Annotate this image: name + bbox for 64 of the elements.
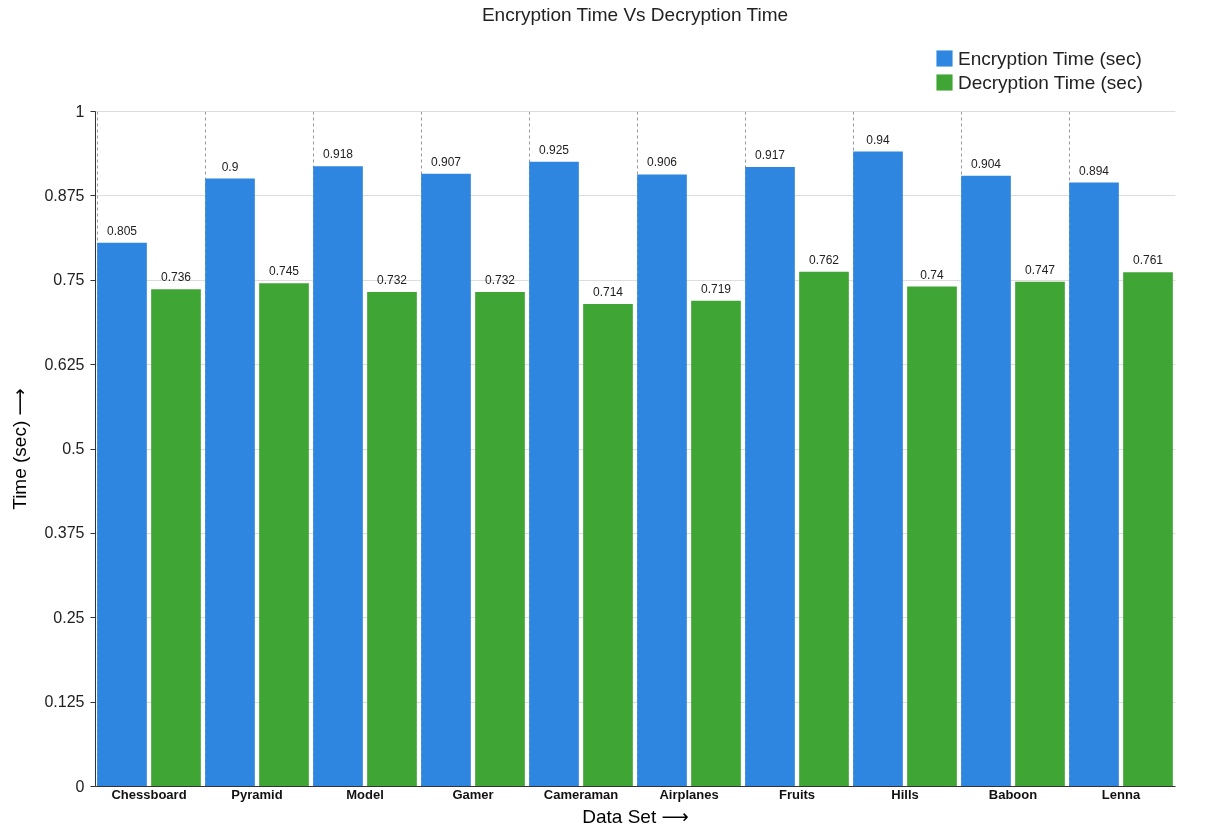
data-label: 0.907 bbox=[430, 154, 462, 169]
data-label: 0.894 bbox=[1078, 163, 1110, 178]
bar bbox=[1015, 281, 1065, 786]
data-label: 0.918 bbox=[322, 147, 354, 162]
y-tick-label: 0.5 bbox=[62, 440, 85, 457]
bar bbox=[97, 242, 147, 786]
data-label: 0.762 bbox=[808, 252, 840, 267]
chart-title: Encryption Time Vs Decryption Time bbox=[481, 4, 789, 25]
y-tick-label: 0.125 bbox=[44, 693, 85, 711]
bar bbox=[799, 271, 849, 786]
data-label: 0.906 bbox=[646, 155, 678, 170]
legend-label: Encryption Time (sec) bbox=[958, 47, 1142, 69]
x-axis-title: Data Set ⟶ bbox=[582, 805, 689, 827]
y-tick-label: 1 bbox=[75, 102, 85, 120]
y-tick-label: 0.75 bbox=[53, 271, 85, 289]
bar bbox=[853, 151, 903, 786]
data-label: 0.925 bbox=[538, 142, 570, 157]
data-label: 0.732 bbox=[376, 272, 408, 287]
bar bbox=[313, 166, 363, 786]
bar bbox=[151, 289, 201, 786]
data-label: 0.9 bbox=[221, 159, 239, 174]
data-label: 0.74 bbox=[920, 267, 944, 282]
bar bbox=[691, 300, 741, 786]
x-tick-label: Model bbox=[346, 786, 384, 802]
x-tick-label: Airplanes bbox=[659, 786, 719, 802]
data-label: 0.904 bbox=[970, 156, 1002, 171]
x-tick-label: Pyramid bbox=[231, 786, 283, 802]
bar bbox=[583, 304, 633, 786]
bar bbox=[1123, 272, 1173, 786]
bar bbox=[367, 291, 417, 786]
bar bbox=[907, 286, 957, 786]
bar bbox=[421, 173, 471, 786]
data-label: 0.761 bbox=[1132, 253, 1164, 268]
x-tick-label: Gamer bbox=[452, 786, 494, 802]
bar bbox=[637, 174, 687, 786]
data-label: 0.917 bbox=[754, 148, 786, 163]
x-tick-label: Cameraman bbox=[543, 786, 619, 802]
data-label: 0.805 bbox=[106, 223, 138, 238]
data-label: 0.745 bbox=[268, 264, 300, 279]
data-label: 0.714 bbox=[592, 285, 624, 300]
y-tick-label: 0.625 bbox=[44, 355, 85, 373]
x-tick-label: Lenna bbox=[1101, 786, 1141, 802]
x-tick-label: Hills bbox=[891, 786, 919, 802]
data-label: 0.732 bbox=[484, 272, 516, 287]
bar bbox=[745, 167, 795, 786]
bar bbox=[259, 283, 309, 786]
y-axis-title: Time (sec) ⟶ bbox=[9, 388, 31, 510]
data-label: 0.747 bbox=[1024, 262, 1056, 277]
data-label: 0.736 bbox=[160, 270, 192, 285]
data-label: 0.719 bbox=[700, 281, 732, 296]
bar bbox=[961, 175, 1011, 786]
y-tick-label: 0.25 bbox=[53, 608, 85, 626]
bar bbox=[529, 161, 579, 786]
bar bbox=[475, 291, 525, 786]
bar bbox=[1069, 182, 1119, 786]
y-tick-label: 0.875 bbox=[44, 186, 85, 204]
x-tick-label: Baboon bbox=[988, 786, 1038, 802]
x-tick-label: Chessboard bbox=[111, 786, 187, 802]
bar bbox=[205, 178, 255, 786]
data-label: 0.94 bbox=[866, 132, 890, 147]
y-tick-label: 0 bbox=[75, 777, 85, 795]
x-tick-label: Fruits bbox=[778, 786, 816, 802]
y-tick-label: 0.375 bbox=[44, 524, 85, 542]
legend-label: Decryption Time (sec) bbox=[958, 71, 1143, 93]
